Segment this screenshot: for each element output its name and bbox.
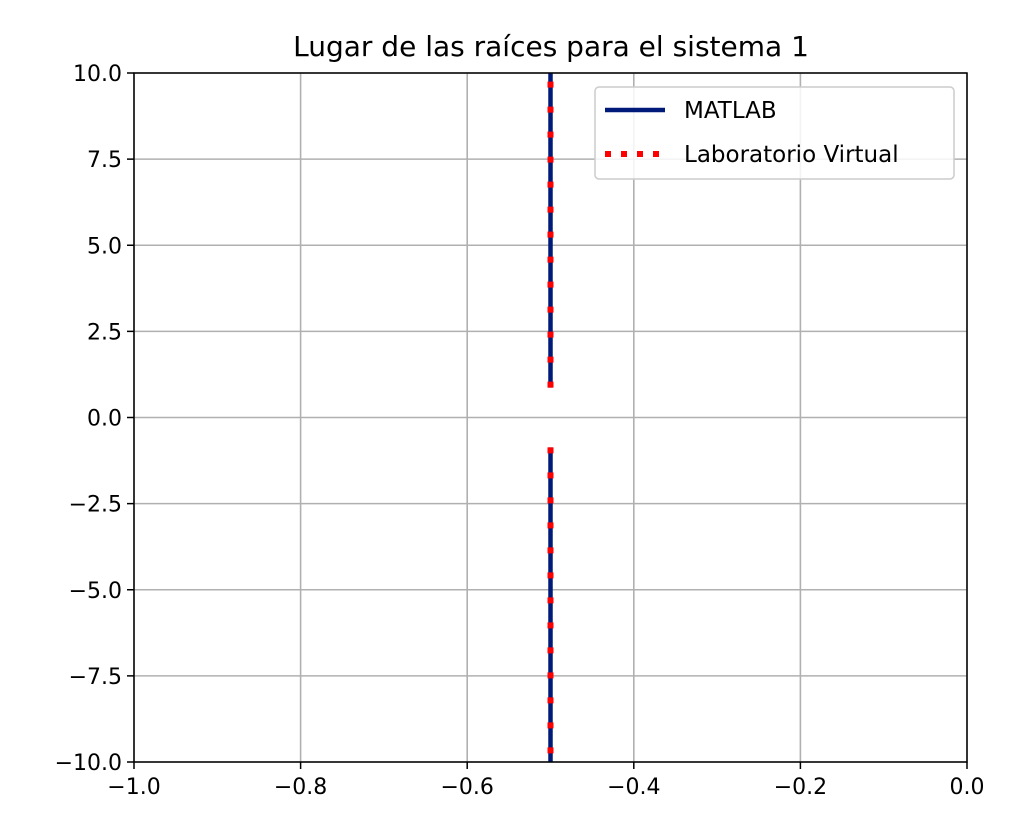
- x-tick-label: −0.4: [607, 775, 660, 800]
- y-tick-label: −7.5: [69, 665, 122, 690]
- x-tick-label: −1.0: [107, 775, 160, 800]
- axis-ticks: −1.0 −0.8 −0.6 −0.4 −0.2 0.0 10.0 7.5 5.0 2.5 0.0 −…: [55, 62, 985, 800]
- y-tick-label: 7.5: [87, 148, 122, 173]
- legend-label-laboratorio-virtual: Laboratorio Virtual: [684, 142, 899, 168]
- legend-box: [594, 86, 955, 180]
- y-tick-label: −10.0: [55, 751, 122, 776]
- y-tick-label: −2.5: [69, 493, 122, 518]
- x-tick-label: −0.8: [274, 775, 327, 800]
- y-tick-label: 10.0: [73, 62, 122, 87]
- legend: MATLAB Laboratorio Virtual: [594, 86, 955, 180]
- y-tick-label: −5.0: [69, 579, 122, 604]
- x-tick-label: −0.6: [440, 775, 493, 800]
- y-tick-label: 0.0: [87, 407, 122, 432]
- y-tick-label: 2.5: [87, 320, 122, 345]
- x-tick-label: 0.0: [950, 775, 985, 800]
- legend-label-matlab: MATLAB: [684, 98, 777, 124]
- y-tick-label: 5.0: [87, 234, 122, 259]
- chart-title: Lugar de las raíces para el sistema 1: [293, 30, 809, 63]
- x-tick-label: −0.2: [774, 775, 827, 800]
